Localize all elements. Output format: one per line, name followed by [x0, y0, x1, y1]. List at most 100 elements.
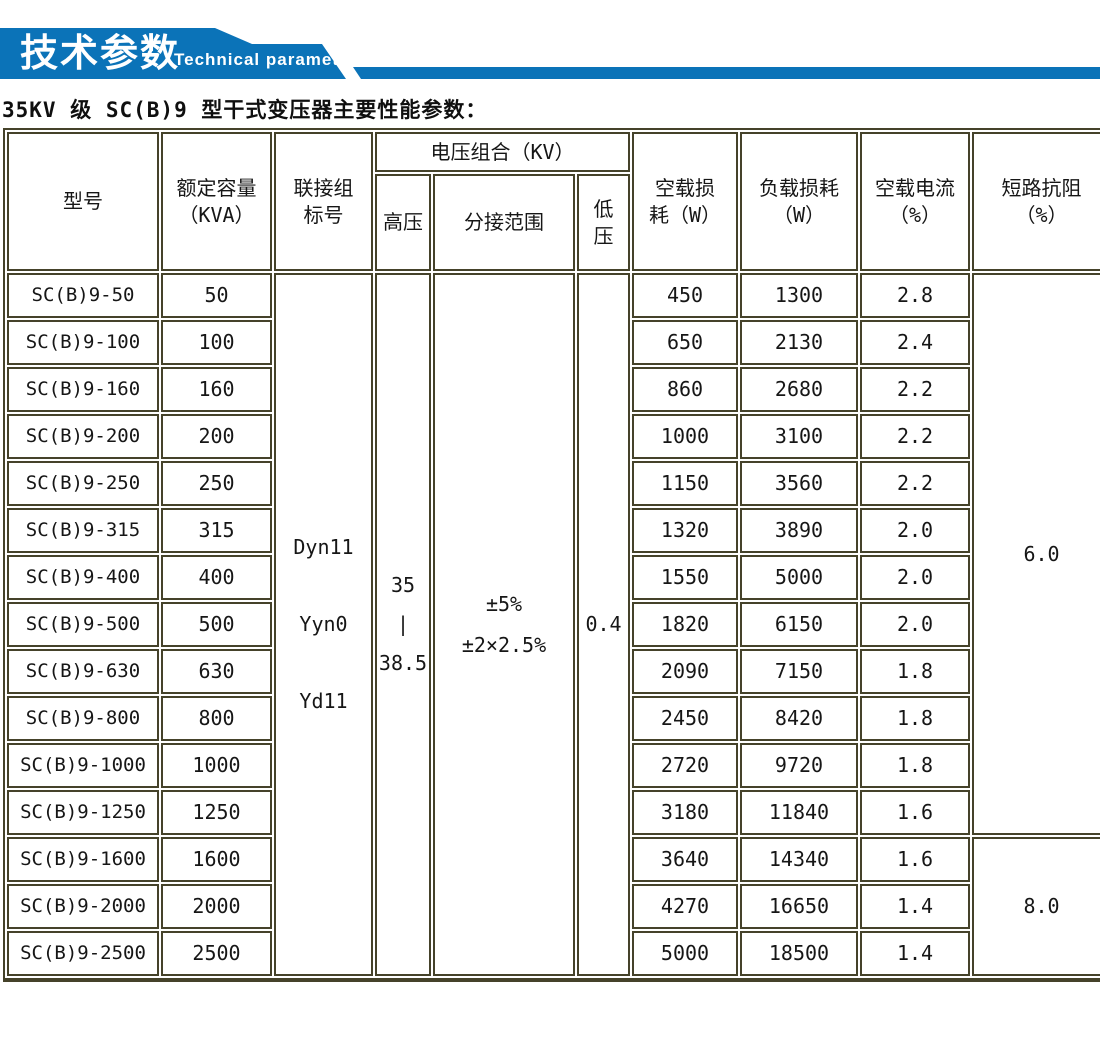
cell-model: SC(B)9-50 — [7, 273, 159, 318]
header-row-1: 型号 额定容量 （KVA） 联接组 标号 电压组合（KV） 空载损 耗（W） 负… — [7, 132, 1100, 271]
table-row: SC(B)9-630 630 2090 7150 1.8 — [7, 649, 1100, 694]
header-capacity-line1: 额定容量 — [176, 175, 257, 200]
cell-load-loss: 8420 — [740, 696, 858, 741]
connection-group-dyn11: Dyn11 — [293, 535, 354, 559]
cell-impedance-6: 6.0 — [972, 273, 1100, 835]
header-impedance-line2: （%） — [1015, 202, 1068, 227]
cell-load-loss: 11840 — [740, 790, 858, 835]
cell-no-load-current: 1.8 — [860, 649, 970, 694]
cell-load-loss: 7150 — [740, 649, 858, 694]
cell-impedance-8: 8.0 — [972, 837, 1100, 976]
cell-load-loss: 3890 — [740, 508, 858, 553]
header-row-2: 高压 分接范围 低 压 — [7, 174, 1100, 271]
cell-no-load-current: 1.8 — [860, 696, 970, 741]
table-row: SC(B)9-2000 2000 4270 16650 1.4 — [7, 884, 1100, 929]
header-voltage-group: 电压组合（KV） — [375, 132, 630, 172]
cell-load-loss: 18500 — [740, 931, 858, 976]
table-row: SC(B)9-50 50 Dyn11 Yyn0 Yd11 35 | 38.5 ±… — [7, 273, 1100, 976]
cell-no-load-loss: 650 — [632, 320, 738, 365]
cell-load-loss: 5000 — [740, 555, 858, 600]
cell-load-loss: 6150 — [740, 602, 858, 647]
parameters-table: 型号 额定容量 （KVA） 联接组 标号 电压组合（KV） 空载损 耗（W） 负… — [3, 128, 1100, 982]
table-row: SC(B)9-1000 1000 2720 9720 1.8 — [7, 743, 1100, 788]
cell-no-load-current: 2.0 — [860, 555, 970, 600]
cell-load-loss: 2680 — [740, 367, 858, 412]
header-impedance-line1: 短路抗阻 — [1001, 175, 1082, 200]
cell-no-load-loss: 4270 — [632, 884, 738, 929]
cell-model: SC(B)9-1250 — [7, 790, 159, 835]
cell-load-loss: 16650 — [740, 884, 858, 929]
header-capacity: 额定容量 （KVA） — [161, 132, 272, 271]
cell-no-load-current: 2.2 — [860, 461, 970, 506]
header-model: 型号 — [7, 132, 159, 271]
cell-no-load-current: 1.8 — [860, 743, 970, 788]
table-row: SC(B)9-160 160 860 2680 2.2 — [7, 367, 1100, 412]
table-row: SC(B)9-315 315 1320 3890 2.0 — [7, 508, 1100, 553]
cell-model: SC(B)9-400 — [7, 555, 159, 600]
cell-model: SC(B)9-200 — [7, 414, 159, 459]
header-capacity-line2: （KVA） — [178, 202, 255, 227]
cell-no-load-loss: 2720 — [632, 743, 738, 788]
banner-title-cn: 技术参数 — [20, 33, 181, 75]
cell-model: SC(B)9-250 — [7, 461, 159, 506]
cell-capacity: 160 — [161, 367, 272, 412]
cell-capacity: 1250 — [161, 790, 272, 835]
cell-capacity: 250 — [161, 461, 272, 506]
cell-no-load-current: 2.2 — [860, 414, 970, 459]
cell-no-load-loss: 1150 — [632, 461, 738, 506]
table-row: SC(B)9-1600 1600 3640 14340 1.6 8.0 — [7, 837, 1100, 976]
connection-group-yd11: Yd11 — [299, 689, 348, 713]
table-row: SC(B)9-400 400 1550 5000 2.0 — [7, 555, 1100, 600]
header-hv: 高压 — [375, 174, 431, 271]
cell-model: SC(B)9-800 — [7, 696, 159, 741]
cell-capacity: 2000 — [161, 884, 272, 929]
header-no-load-current-line1: 空载电流 — [875, 175, 955, 200]
cell-no-load-loss: 2450 — [632, 696, 738, 741]
cell-no-load-loss: 2090 — [632, 649, 738, 694]
cell-load-loss: 3560 — [740, 461, 858, 506]
cell-no-load-loss: 1000 — [632, 414, 738, 459]
cell-capacity: 100 — [161, 320, 272, 365]
hv-value-line1: 35 — [390, 573, 416, 597]
header-lv-line1: 低 — [593, 196, 614, 221]
header-impedance: 短路抗阻 （%） — [972, 132, 1100, 271]
table-row: SC(B)9-500 500 1820 6150 2.0 — [7, 602, 1100, 647]
connection-group-yyn0: Yyn0 — [299, 612, 348, 636]
table-caption: 35KV 级 SC(B)9 型干式变压器主要性能参数： — [2, 98, 488, 122]
header-no-load-loss-line1: 空载损 — [655, 175, 715, 200]
tap-range-line2: ±2×2.5% — [461, 632, 547, 657]
table-row: SC(B)9-100 100 650 2130 2.4 — [7, 320, 1100, 365]
cell-model: SC(B)9-315 — [7, 508, 159, 553]
cell-no-load-current: 2.8 — [860, 273, 970, 318]
table-row: SC(B)9-1250 1250 3180 11840 1.6 — [7, 790, 1100, 835]
header-connection: 联接组 标号 — [274, 132, 373, 271]
table-row: SC(B)9-200 200 1000 3100 2.2 — [7, 414, 1100, 459]
header-no-load-current: 空载电流 （%） — [860, 132, 970, 271]
cell-no-load-current: 2.2 — [860, 367, 970, 412]
cell-no-load-loss: 3640 — [632, 837, 738, 882]
header-lv-line2: 压 — [593, 223, 614, 248]
table-row: SC(B)9-250 250 1150 3560 2.2 — [7, 461, 1100, 506]
header-lv: 低 压 — [577, 174, 630, 271]
cell-no-load-loss: 1820 — [632, 602, 738, 647]
hv-value-line3: 38.5 — [378, 651, 428, 675]
cell-load-loss: 2130 — [740, 320, 858, 365]
cell-capacity: 400 — [161, 555, 272, 600]
cell-load-loss: 9720 — [740, 743, 858, 788]
cell-capacity: 315 — [161, 508, 272, 553]
cell-model: SC(B)9-1000 — [7, 743, 159, 788]
cell-capacity: 800 — [161, 696, 272, 741]
cell-model: SC(B)9-2500 — [7, 931, 159, 976]
cell-no-load-loss: 3180 — [632, 790, 738, 835]
header-load-loss-line2: （W） — [772, 202, 826, 227]
cell-capacity: 50 — [161, 273, 272, 318]
header-tap-range: 分接范围 — [433, 174, 575, 271]
cell-no-load-loss: 860 — [632, 367, 738, 412]
cell-load-loss: 3100 — [740, 414, 858, 459]
cell-no-load-current: 2.0 — [860, 602, 970, 647]
cell-load-loss: 1300 — [740, 273, 858, 318]
banner-title-en: Technical parameter — [174, 50, 358, 69]
table-row: SC(B)9-2500 2500 5000 18500 1.4 — [7, 931, 1100, 976]
header-load-loss: 负载损耗 （W） — [740, 132, 858, 271]
cell-capacity: 2500 — [161, 931, 272, 976]
